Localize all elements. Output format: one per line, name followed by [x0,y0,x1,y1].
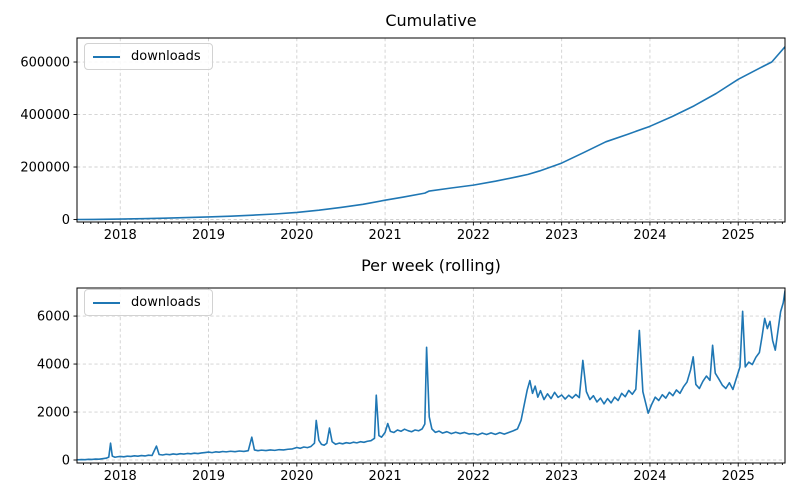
y-tick-label: 400000 [20,108,70,123]
y-tick-label: 2000 [37,406,70,421]
x-tick-label: 2024 [633,228,666,243]
y-tick-label: 600000 [20,56,70,71]
chart-0: 2018 2019 2020 2021 2022 2023 2024 2025 0 200000 4… [20,37,786,243]
ticks [73,315,783,467]
legend-cumulative: downloads [84,43,213,70]
ticks [73,61,783,226]
y-tick-label: 200000 [20,161,70,176]
tick-labels: 2018 2019 2020 2021 2022 2023 2024 2025 0 200000 4… [20,56,754,243]
chart-title-cumulative: Cumulative [385,11,477,30]
x-tick-label: 2022 [457,469,490,484]
axes-spines [76,287,786,464]
x-tick-label: 2022 [457,228,490,243]
grid [77,38,785,222]
x-tick-label: 2018 [104,228,137,243]
legend-line-sample-icon [93,55,120,58]
x-tick-label: 2024 [633,469,666,484]
x-tick-label: 2020 [280,469,313,484]
y-tick-label: 0 [62,454,70,469]
x-tick-label: 2025 [722,469,755,484]
y-tick-label: 4000 [37,358,70,373]
downloads-line [77,45,785,221]
downloads-line [77,290,785,461]
x-tick-label: 2019 [192,228,225,243]
axes-spines [76,37,786,223]
legend-per-week: downloads [84,289,213,316]
chart-title-per-week: Per week (rolling) [361,256,501,275]
tick-labels: 2018 2019 2020 2021 2022 2023 2024 2025 0 2000 400… [37,310,755,484]
x-tick-label: 2023 [545,228,578,243]
chart-1: 2018 2019 2020 2021 2022 2023 2024 2025 0 2000 400… [37,287,786,484]
x-tick-label: 2019 [192,469,225,484]
legend-line-sample-icon [93,301,120,304]
legend-label-per-week: downloads [131,295,201,310]
y-tick-label: 0 [62,213,70,228]
x-tick-label: 2021 [369,228,402,243]
legend-label-cumulative: downloads [131,49,201,64]
x-tick-label: 2025 [722,228,755,243]
x-tick-label: 2020 [280,228,313,243]
x-tick-label: 2023 [545,469,578,484]
x-tick-label: 2021 [369,469,402,484]
y-tick-label: 6000 [37,310,70,325]
x-tick-label: 2018 [104,469,137,484]
